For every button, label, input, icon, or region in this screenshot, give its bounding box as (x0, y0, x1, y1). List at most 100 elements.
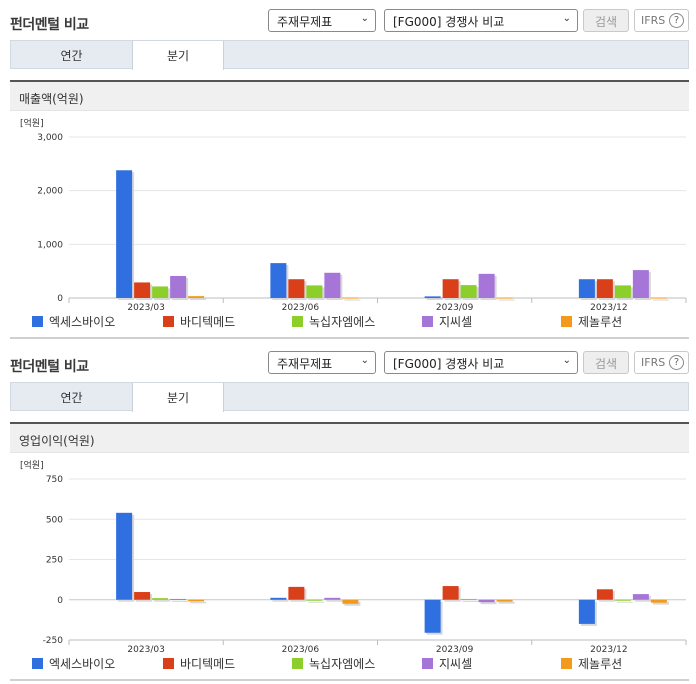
compare-group-select[interactable]: [FG000] 경쟁사 비교 ⌄ (384, 351, 578, 374)
legend-item[interactable]: 지씨셀 (422, 655, 472, 672)
bar-shadow (272, 599, 289, 602)
bar-2 (442, 586, 459, 600)
bar-shadow (190, 601, 207, 604)
bar-4 (478, 273, 495, 298)
bar-1 (578, 599, 595, 624)
bar-3 (306, 285, 323, 298)
bar-3 (460, 598, 477, 600)
bar-1 (116, 512, 133, 600)
search-button[interactable]: 검색 (583, 9, 629, 32)
bar-shadow (344, 299, 361, 301)
y-tick-label: 750 (46, 475, 63, 485)
ifrs-help-button[interactable]: IFRS ? (634, 9, 689, 32)
legend-swatch (32, 316, 43, 327)
legend-label: 바디텍메드 (180, 315, 236, 329)
bar-5 (342, 599, 359, 604)
legend-item[interactable]: 제놀루션 (561, 313, 622, 330)
chevron-down-icon: ⌄ (360, 13, 369, 24)
legend-swatch (422, 316, 433, 327)
bar-1 (270, 597, 287, 600)
x-tick-label: 2023/09 (436, 645, 474, 654)
legend-swatch (32, 658, 43, 669)
chevron-down-icon: ⌄ (562, 13, 571, 24)
bar-3 (306, 599, 323, 601)
x-tick-label: 2023/12 (590, 645, 627, 654)
legend-swatch (163, 316, 174, 327)
y-tick-label: 0 (57, 596, 63, 606)
x-tick-label: 2023/12 (590, 303, 627, 312)
period-tabs: 연간 분기 (10, 382, 689, 412)
y-tick-label: 3,000 (37, 133, 63, 143)
x-tick-label: 2023/03 (127, 645, 164, 654)
bar-shadow (498, 299, 515, 301)
operating-income-chart: [억원] -250 0 250 500 750 2023/03 2023/06 2023/09 2… (10, 454, 689, 682)
bar-5 (342, 297, 359, 299)
legend-item[interactable]: 바디텍메드 (163, 313, 235, 330)
legend-label: 지씨셀 (439, 315, 473, 329)
y-tick-label: 1,000 (37, 240, 63, 250)
bar-4 (170, 598, 187, 600)
bar-5 (188, 599, 205, 602)
tab-annual[interactable]: 연간 (60, 49, 83, 63)
bar-5 (188, 296, 205, 298)
bar-1 (270, 263, 287, 298)
x-tick-label: 2023/09 (436, 303, 474, 312)
bar-2 (442, 279, 459, 298)
bar-2 (288, 279, 305, 298)
help-icon: ? (669, 13, 684, 28)
legend-item[interactable]: 제놀루션 (561, 655, 622, 672)
compare-group-value: [FG000] 경쟁사 비교 (393, 15, 505, 29)
bar-4 (324, 272, 341, 298)
legend-label: 바디텍메드 (180, 657, 236, 671)
bar-2 (134, 282, 151, 298)
legend-label: 녹십자엠에스 (309, 657, 376, 671)
y-tick-label: -250 (43, 636, 64, 646)
search-button[interactable]: 검색 (583, 351, 629, 374)
tab-annual[interactable]: 연간 (60, 391, 83, 405)
fundamental-section-operating-income: 펀더멘털 비교 주재무제표 ⌄ [FG000] 경쟁사 비교 ⌄ 검색 IFRS… (0, 342, 696, 684)
help-icon: ? (669, 355, 684, 370)
legend-item[interactable]: 지씨셀 (422, 313, 472, 330)
tab-quarterly[interactable]: 분기 (132, 383, 224, 412)
y-tick-label: 0 (57, 294, 63, 304)
legend-label: 녹십자엠에스 (309, 315, 376, 329)
y-tick-label: 500 (46, 515, 63, 525)
chart-legend: 엑세스바이오 바디텍메드 녹십자엠에스 지씨셀 제놀루션 (32, 655, 692, 673)
bar-3 (152, 598, 169, 600)
bar-shadow (480, 601, 497, 605)
statement-type-select[interactable]: 주재무제표 ⌄ (268, 351, 376, 374)
y-axis-unit-label: [억원] (20, 117, 44, 129)
legend-item[interactable]: 녹십자엠에스 (292, 313, 375, 330)
legend-label: 제놀루션 (578, 657, 623, 671)
chart-title-bar: 영업이익(억원) (10, 422, 689, 453)
section-divider (10, 679, 689, 681)
legend-item[interactable]: 엑세스바이오 (32, 655, 115, 672)
bar-5 (496, 599, 513, 602)
bar-4 (478, 599, 495, 603)
bar-1 (116, 170, 133, 298)
bar-4 (170, 275, 187, 298)
ifrs-label: IFRS (641, 14, 666, 27)
legend-item[interactable]: 바디텍메드 (163, 655, 235, 672)
legend-label: 제놀루션 (578, 315, 623, 329)
bar-1 (578, 279, 595, 298)
legend-swatch (561, 316, 572, 327)
legend-swatch (561, 658, 572, 669)
bar-shadow (326, 599, 343, 602)
bar-shadow (616, 601, 633, 603)
legend-swatch (292, 658, 303, 669)
bar-shadow (308, 601, 325, 603)
compare-group-select[interactable]: [FG000] 경쟁사 비교 ⌄ (384, 9, 578, 32)
revenue-chart-svg: [억원] 0 1,000 2,000 3,000 2023/03 2023/06 2023/0… (20, 117, 687, 312)
legend-item[interactable]: 녹십자엠에스 (292, 655, 375, 672)
tab-quarterly[interactable]: 분기 (132, 41, 224, 70)
bar-3 (614, 599, 631, 601)
legend-item[interactable]: 엑세스바이오 (32, 313, 115, 330)
bar-5 (650, 297, 667, 299)
ifrs-help-button[interactable]: IFRS ? (634, 351, 689, 374)
revenue-chart: [억원] 0 1,000 2,000 3,000 2023/03 2023/06 2023/0… (10, 112, 689, 340)
statement-type-select[interactable]: 주재무제표 ⌄ (268, 9, 376, 32)
chart-legend: 엑세스바이오 바디텍메드 녹십자엠에스 지씨셀 제놀루션 (32, 313, 692, 331)
fundamental-section-revenue: 펀더멘털 비교 주재무제표 ⌄ [FG000] 경쟁사 비교 ⌄ 검색 IFRS… (10, 9, 689, 340)
legend-swatch (422, 658, 433, 669)
